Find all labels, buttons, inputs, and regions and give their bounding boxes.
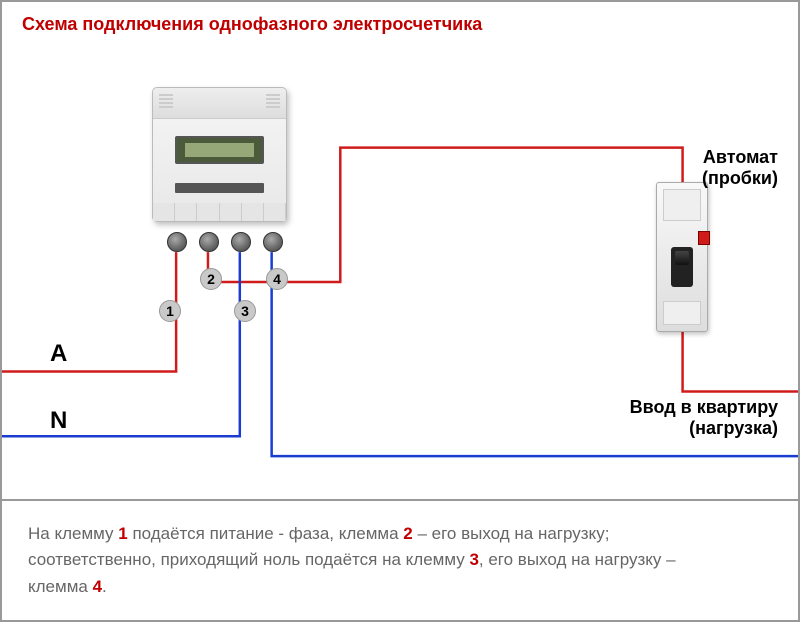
breaker-label: Автомат (пробки) — [702, 147, 778, 189]
caption-p1b: подаётся питание - фаза, клемма — [128, 524, 404, 543]
terminal-badge-4: 4 — [266, 268, 288, 290]
caption-p2b: , его выход на нагрузку – — [479, 550, 676, 569]
breaker-label-line1: Автомат — [703, 147, 778, 167]
circuit-breaker — [656, 182, 708, 332]
breaker-bottom-terminal-icon — [663, 301, 701, 325]
breaker-switch-icon — [671, 247, 693, 287]
meter-label-strip — [175, 183, 264, 193]
caption-n4: 4 — [93, 577, 102, 596]
caption-box: На клемму 1 подаётся питание - фаза, кле… — [2, 499, 798, 620]
breaker-red-tab-icon — [698, 231, 710, 245]
meter-vent-left-icon — [159, 94, 173, 110]
terminal-badge-2: 2 — [200, 268, 222, 290]
terminal-4 — [263, 232, 283, 252]
phase-n-label: N — [50, 407, 67, 435]
breaker-top-terminal-icon — [663, 189, 701, 221]
terminal-1 — [167, 232, 187, 252]
caption-p1c: – его выход на нагрузку; — [413, 524, 610, 543]
load-label: Ввод в квартиру (нагрузка) — [630, 397, 778, 439]
breaker-label-line2: (пробки) — [702, 168, 778, 188]
load-label-line1: Ввод в квартиру — [630, 397, 778, 417]
phase-a-label: A — [50, 340, 67, 368]
terminal-badge-1: 1 — [159, 300, 181, 322]
diagram-title: Схема подключения однофазного электросче… — [22, 14, 482, 35]
caption-p2a: соответственно, приходящий ноль подаётся… — [28, 550, 469, 569]
diagram-frame: Схема подключения однофазного электросче… — [0, 0, 800, 622]
load-label-line2: (нагрузка) — [689, 418, 778, 438]
terminal-badge-3: 3 — [234, 300, 256, 322]
wiring-diagram: 1 2 3 4 Автомат (пробки) Ввод в квартиру… — [2, 42, 798, 522]
terminal-2 — [199, 232, 219, 252]
caption-p1a: На клемму — [28, 524, 118, 543]
caption-p3a: клемма — [28, 577, 93, 596]
meter-terminal-slots — [153, 203, 286, 221]
caption-n3: 3 — [469, 550, 478, 569]
terminal-3 — [231, 232, 251, 252]
caption-n1: 1 — [118, 524, 127, 543]
caption-n2: 2 — [403, 524, 412, 543]
caption-p3b: . — [102, 577, 107, 596]
meter-lcd-icon — [175, 136, 264, 164]
meter-vent-right-icon — [266, 94, 280, 110]
electric-meter — [152, 87, 287, 222]
